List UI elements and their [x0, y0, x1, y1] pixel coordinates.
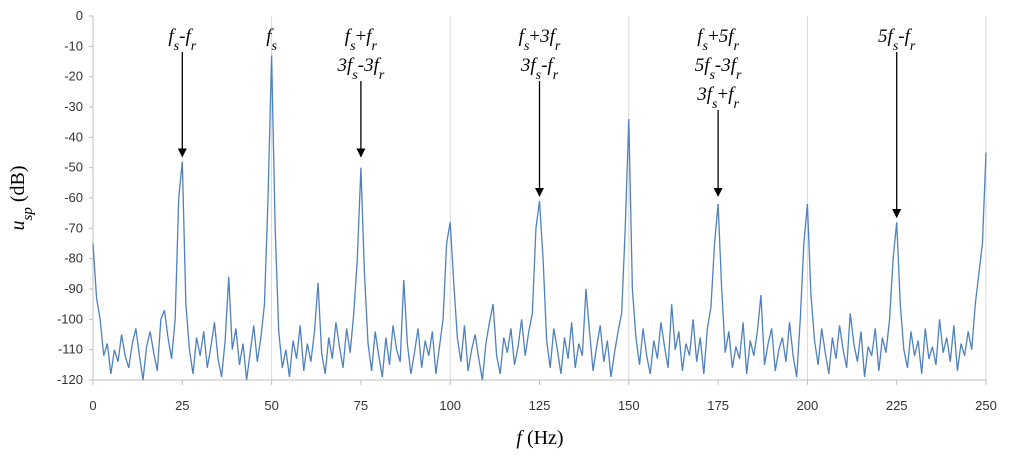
y-tick-label: -90 [64, 281, 83, 296]
annotation-text: 5fs-3fr [695, 55, 742, 83]
y-tick-label: -10 [64, 38, 83, 53]
x-tick-label: 25 [175, 398, 189, 413]
x-tick-label: 75 [354, 398, 368, 413]
y-tick-label: -110 [58, 342, 83, 357]
annotation-text: fs+5fr [697, 26, 739, 54]
y-tick-label: -40 [64, 129, 83, 144]
annotation-text: 3fs+fr [696, 84, 739, 112]
x-axis-label: f (Hz) [516, 427, 563, 449]
y-tick-label: -80 [64, 251, 83, 266]
x-tick-label: 200 [797, 398, 819, 413]
x-tick-label: 125 [529, 398, 551, 413]
x-tick-label: 225 [886, 398, 908, 413]
x-tick-label: 150 [618, 398, 640, 413]
x-tick-label: 0 [89, 398, 96, 413]
annotation-text: fs+fr [345, 26, 378, 54]
x-tick-label: 50 [264, 398, 278, 413]
x-tick-label: 250 [975, 398, 997, 413]
y-tick-label: -20 [64, 69, 83, 84]
x-tick-label: 175 [707, 398, 729, 413]
y-tick-label: -30 [64, 99, 83, 114]
spectrum-line [92, 55, 987, 381]
x-tick-label: 100 [439, 398, 461, 413]
y-axis-label: usp (dB) [7, 165, 36, 230]
y-tick-label: -50 [64, 160, 83, 175]
y-tick-label: -60 [64, 190, 83, 205]
y-tick-label: -120 [57, 372, 83, 387]
annotation-text: fs-fr [168, 26, 196, 54]
annotation-text: fs [266, 26, 277, 54]
annotation-text: fs+3fr [519, 26, 561, 54]
y-tick-label: -70 [64, 220, 83, 235]
annotation-text: 3fs-3fr [337, 55, 385, 83]
y-tick-label: 0 [76, 8, 83, 23]
annotation-text: 3fs-fr [520, 55, 559, 83]
y-tick-label: -100 [57, 311, 83, 326]
annotation-text: 5fs-fr [878, 26, 916, 54]
